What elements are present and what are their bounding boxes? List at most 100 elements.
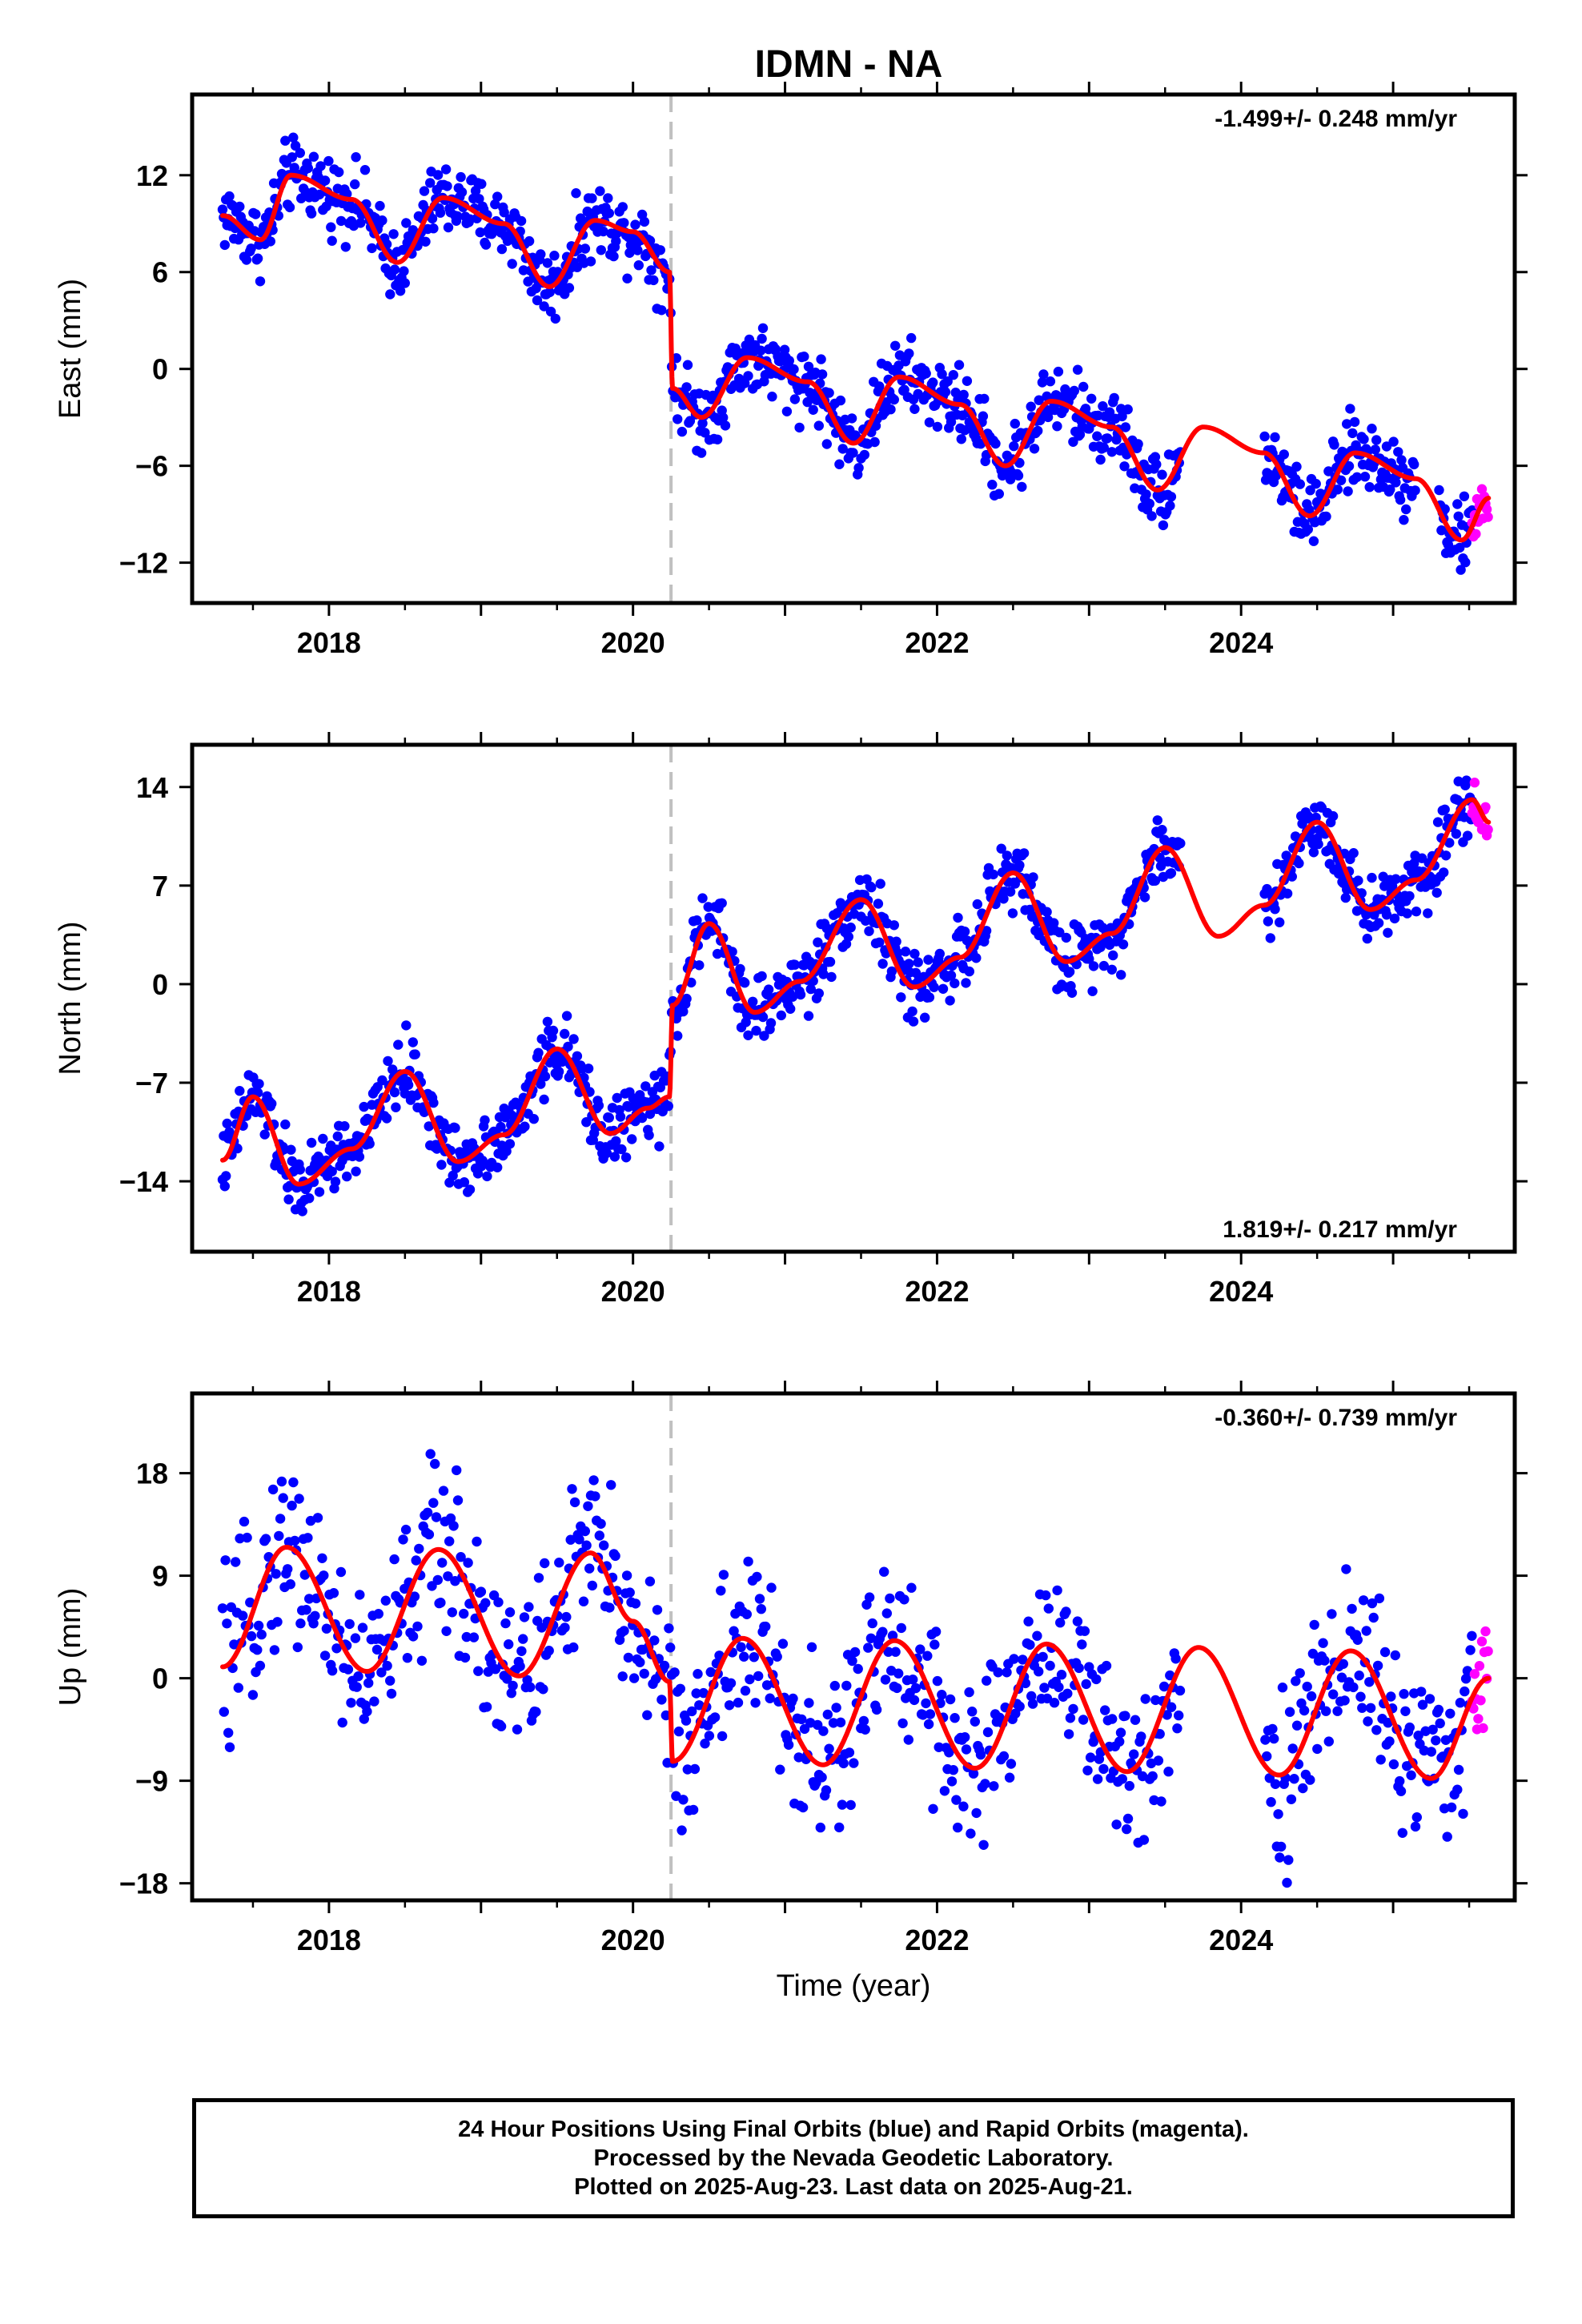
east-final-point [1351, 472, 1363, 482]
up-final-point [849, 1647, 861, 1658]
up-final-point [649, 1635, 660, 1646]
east-y-axis-label: East (mm) [54, 279, 87, 419]
north-final-point [464, 1184, 476, 1195]
east-final-point [924, 417, 935, 428]
north-final-point [410, 1049, 420, 1059]
up-final-point [619, 1626, 629, 1636]
up-final-point [677, 1825, 687, 1835]
up-final-point [709, 1712, 721, 1723]
north-final-point [1462, 830, 1473, 841]
up-final-point [788, 1693, 798, 1704]
up-final-point [1341, 1564, 1351, 1574]
up-final-point [596, 1518, 606, 1530]
north-final-point [1007, 908, 1018, 919]
up-final-point [524, 1602, 534, 1612]
up-final-point [493, 1597, 504, 1607]
up-final-point [502, 1674, 512, 1684]
up-final-point [310, 1610, 320, 1622]
north-final-point [654, 1141, 665, 1152]
east-final-point [492, 191, 503, 202]
east-final-point [1053, 366, 1064, 377]
east-final-point [962, 376, 973, 386]
up-final-point [1390, 1650, 1401, 1661]
up-final-point [424, 1529, 435, 1540]
north-final-point [938, 983, 949, 995]
up-final-point [1085, 1752, 1096, 1763]
up-final-point [880, 1675, 891, 1685]
up-final-point [828, 1718, 839, 1728]
up-final-point [1339, 1695, 1350, 1706]
east-final-point [757, 333, 767, 344]
up-final-point [588, 1475, 599, 1486]
up-final-point [1130, 1715, 1141, 1725]
up-final-point [1063, 1729, 1074, 1739]
up-final-point [1054, 1682, 1064, 1692]
north-final-point [561, 1011, 572, 1021]
east-final-point [280, 135, 291, 146]
east-final-point [824, 388, 834, 398]
east-final-point [821, 439, 833, 449]
up-final-point [922, 1651, 933, 1661]
north-final-point [692, 915, 702, 926]
east-final-point [681, 382, 692, 392]
up-final-point [642, 1710, 652, 1720]
east-final-point [564, 283, 575, 293]
north-final-point [295, 1164, 305, 1175]
up-final-point [583, 1501, 593, 1512]
up-final-point [864, 1592, 875, 1602]
up-final-point [967, 1707, 978, 1717]
up-marks [217, 1393, 1493, 1900]
east-final-point [837, 444, 848, 454]
north-final-point [254, 1079, 264, 1089]
up-final-point [431, 1512, 442, 1522]
up-final-point [1368, 1612, 1379, 1623]
east-final-point [942, 376, 953, 387]
east-final-point [496, 243, 508, 255]
up-final-point [885, 1593, 895, 1604]
up-final-point [1363, 1716, 1373, 1727]
east-y-tick-label: 12 [136, 159, 168, 192]
up-final-point [822, 1709, 833, 1720]
north-frame [190, 742, 1517, 1254]
up-final-point [1348, 1682, 1359, 1693]
north-final-point [1362, 933, 1373, 944]
north-final-point [1087, 986, 1098, 996]
up-final-point [540, 1558, 550, 1569]
up-final-point [1004, 1772, 1015, 1783]
up-final-point [369, 1696, 379, 1707]
up-final-point [1424, 1694, 1435, 1704]
up-final-point [1025, 1639, 1035, 1651]
east-final-point [639, 216, 650, 227]
up-final-point [461, 1631, 472, 1642]
north-final-point [540, 1071, 551, 1082]
east-final-point [928, 377, 938, 388]
up-rapid-point [1469, 1669, 1480, 1679]
north-y-tick-label: 0 [152, 968, 168, 1001]
east-final-point [315, 161, 326, 171]
up-final-point [1453, 1764, 1464, 1775]
east-final-point [359, 165, 371, 175]
north-final-point [964, 966, 975, 977]
east-final-point [1367, 424, 1377, 434]
east-final-point [326, 222, 336, 232]
north-final-point [877, 959, 888, 969]
up-final-point [1032, 1630, 1042, 1641]
east-final-point [235, 201, 245, 212]
up-final-point [831, 1703, 841, 1713]
east-final-point [377, 215, 387, 226]
up-final-point [568, 1642, 579, 1653]
up-final-point [724, 1700, 735, 1711]
up-final-point [1338, 1659, 1349, 1669]
up-final-point [717, 1731, 728, 1742]
up-final-point [970, 1716, 981, 1727]
up-final-point [459, 1608, 469, 1619]
east-final-point [816, 354, 826, 364]
up-final-point [544, 1646, 554, 1656]
east-final-point [400, 278, 410, 288]
north-final-point [542, 1016, 553, 1027]
up-final-point [966, 1828, 976, 1839]
up-final-point [797, 1714, 807, 1725]
up-final-point [276, 1476, 287, 1487]
east-final-point [1345, 404, 1355, 414]
east-final-point [848, 448, 858, 458]
